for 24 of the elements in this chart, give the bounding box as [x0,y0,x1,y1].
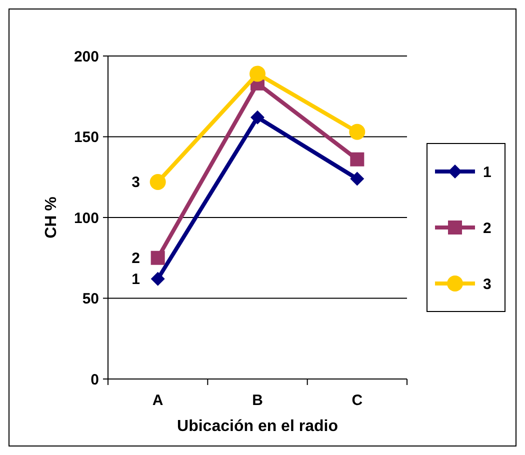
point [349,124,366,140]
point [150,272,165,286]
x-axis-title: Ubicación en el radio [177,418,338,435]
x-tick-label: B [252,392,264,409]
point [350,172,364,186]
legend-label: 2 [483,220,492,237]
annotation: 1 [132,271,140,288]
legend-label: 3 [483,276,492,293]
point [250,110,264,124]
annotation: 3 [132,174,140,192]
x-tick-label: C [352,392,363,409]
legend-label: 1 [483,164,492,181]
point [150,250,165,265]
point [250,66,266,82]
point [350,152,364,166]
point [150,174,166,190]
y-tick-label: 50 [82,290,99,308]
x-tick-label: A [152,392,164,409]
y-tick-label: 0 [90,371,99,388]
y-axis-title: CH % [43,196,60,238]
y-tick-label: 100 [74,210,99,227]
y-tick-label: 200 [74,48,99,66]
y-tick-label: 150 [74,129,99,146]
annotation: 2 [132,250,140,268]
